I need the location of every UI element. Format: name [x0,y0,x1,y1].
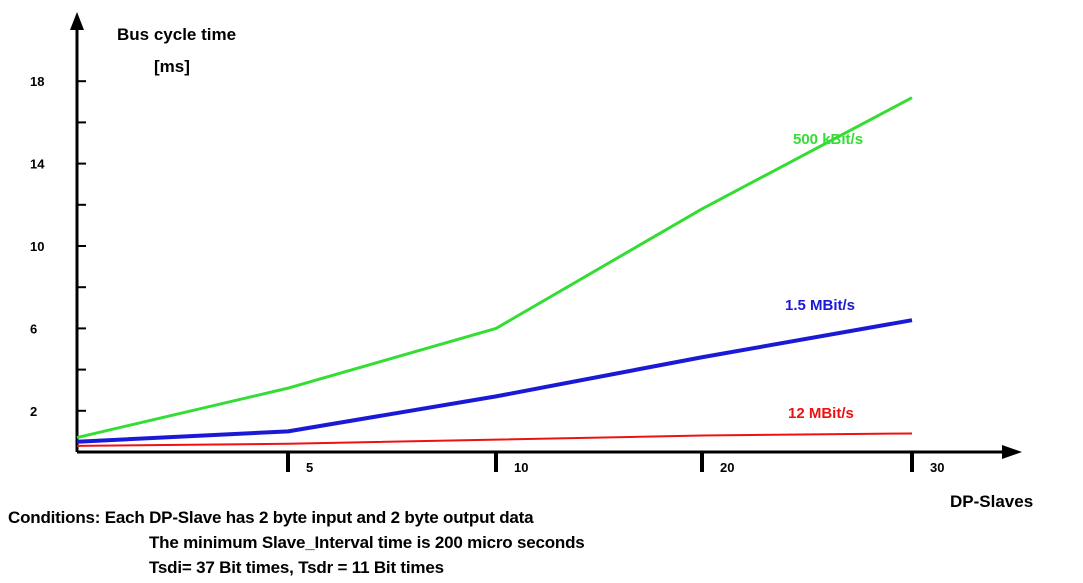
x-tick-label: 5 [306,460,313,475]
y-tick-label: 6 [30,321,37,336]
series-label-0: 500 kBit/s [793,131,863,148]
y-axis-arrow [70,12,84,30]
x-tick-label: 30 [930,460,944,475]
series-lines [76,96,913,447]
series-line-1 [76,318,913,444]
x-axis-arrow [1002,445,1022,459]
x-axis-label: DP-Slaves [950,492,1033,511]
y-tick-label: 14 [30,157,45,172]
y-axis-label-line2: [ms] [154,57,190,76]
conditions-line-3: Tsdi= 37 Bit times, Tsdr = 11 Bit times [149,558,444,577]
x-tick-label: 20 [720,460,734,475]
y-tick-label: 18 [30,74,44,89]
conditions-line-1: Conditions: Each DP-Slave has 2 byte inp… [8,508,534,527]
chart-labels: Bus cycle time [ms] DP-Slaves 500 kBit/s… [117,25,1033,511]
series-line-0 [76,96,913,440]
axis-ticks: 2 6 10 14 18 5 10 20 30 [30,74,944,475]
x-tick-label: 10 [514,460,528,475]
y-tick-label: 2 [30,404,37,419]
axes [70,12,1022,459]
conditions-line-2: The minimum Slave_Interval time is 200 m… [149,533,585,552]
y-tick-label: 10 [30,239,44,254]
series-label-1: 1.5 MBit/s [785,297,855,314]
series-label-2: 12 MBit/s [788,405,854,422]
y-axis-label-line1: Bus cycle time [117,25,236,44]
